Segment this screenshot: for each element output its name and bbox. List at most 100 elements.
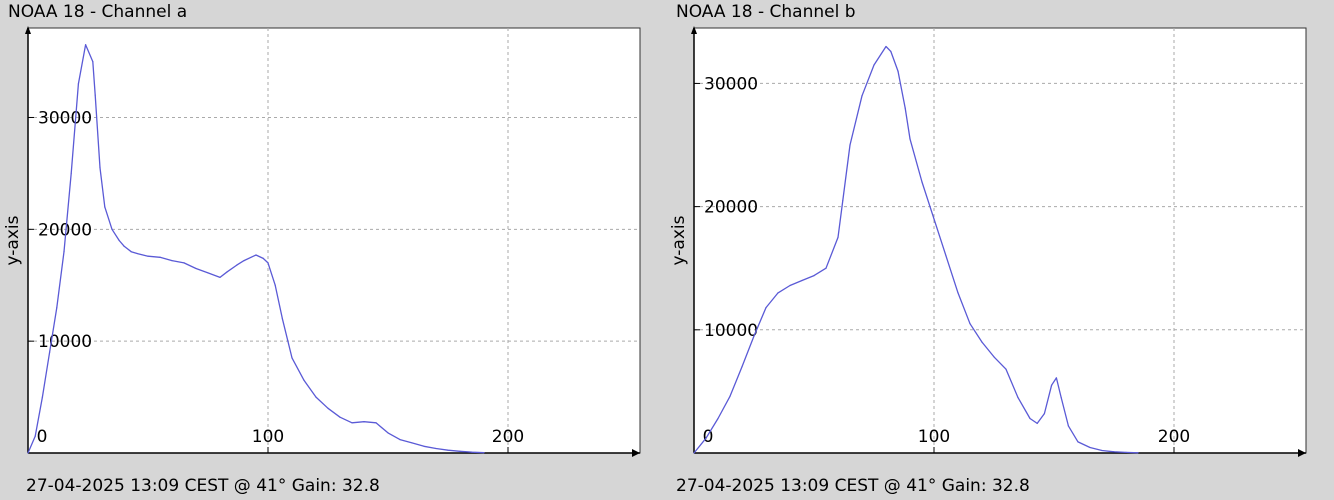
chart-a-x-axis-arrow: [632, 449, 640, 457]
chart-a-data-point: [471, 451, 473, 453]
chart-b-data-point: [729, 395, 731, 397]
chart-a-data-point: [56, 307, 58, 309]
chart-a-data-point: [291, 357, 293, 359]
chart-a-data-point: [423, 445, 425, 447]
chart-a-data-point: [303, 379, 305, 381]
chart-b-data-point: [1089, 446, 1091, 449]
chart-b-data-point: [1051, 384, 1053, 386]
chart-b-data-point: [1077, 441, 1079, 443]
chart-b-data-point: [904, 107, 906, 109]
chart-b-data-point: [981, 341, 983, 343]
chart-b-data-point: [717, 417, 719, 420]
chart-a-data-point: [281, 318, 283, 320]
chart-a-footer: 27-04-2025 13:09 CEST @ 41° Gain: 32.8: [26, 476, 380, 496]
chart-b-data-point: [885, 45, 887, 48]
chart-b-data-point: [837, 236, 839, 239]
chart-a-data-point: [339, 416, 341, 418]
chart-b-title: NOAA 18 - Channel b: [676, 2, 856, 22]
chart-b-data-point: [765, 307, 767, 309]
chart-a-x-tick-label: 0: [37, 427, 48, 447]
chart-a-data-point: [159, 256, 161, 258]
chart-a-x-tick-label: 100: [252, 427, 284, 447]
chart-a-data-point: [41, 396, 44, 398]
chart-a-data-point: [447, 449, 449, 451]
chart-b-data-point: [897, 70, 899, 72]
chart-a-title: NOAA 18 - Channel a: [8, 2, 188, 22]
chart-a-data-point: [226, 271, 228, 273]
chart-a-plot-area: [27, 27, 641, 454]
chart-a-series-line: [27, 44, 485, 454]
chart-b-data-point: [705, 437, 707, 439]
chart-a-data-point: [171, 260, 173, 262]
chart-b-data-point: [1101, 449, 1103, 452]
chart-a-data-point: [195, 267, 197, 270]
chart-a-data-point: [94, 94, 96, 96]
chart-a-data-point: [207, 272, 209, 274]
chart-a-data-point: [70, 172, 72, 174]
chart-b-data-point: [789, 284, 791, 287]
chart-b-data-point: [1060, 396, 1062, 399]
chart-a-data-point: [77, 83, 79, 85]
chart-b-data-point: [1005, 368, 1007, 370]
chart-a-data-point: [274, 284, 276, 286]
chart-a-data-point: [236, 264, 238, 266]
chart-a-y-tick-label: 30000: [38, 108, 92, 128]
chart-b-x-axis-arrow: [1298, 449, 1306, 457]
chart-b-data-point: [801, 279, 803, 282]
chart-b-data-point: [1067, 425, 1069, 427]
chart-a-data-point: [315, 396, 317, 398]
chart-a-data-point: [147, 255, 149, 257]
chart-a-x-tick-label: 200: [492, 427, 524, 447]
chart-b-y-tick-label: 20000: [704, 198, 758, 218]
chart-b-data-point: [921, 181, 923, 183]
chart-a-data-point: [85, 44, 87, 46]
chart-b-data-point: [741, 366, 743, 368]
chart-a-data-point: [267, 262, 269, 264]
chart-a-data-point: [262, 257, 264, 259]
chart-a-data-point: [104, 206, 106, 208]
chart-b-footer: 27-04-2025 13:09 CEST @ 41° Gain: 32.8: [676, 476, 1030, 496]
chart-b-data-point: [813, 275, 815, 277]
chart-b-data-point: [849, 144, 851, 146]
chart-a-data-point: [183, 262, 185, 264]
chart-a-data-point: [459, 450, 461, 452]
chart-b-data-point: [969, 323, 971, 325]
chart-b-data-point: [842, 199, 844, 202]
chart-a-data-point: [92, 60, 94, 63]
chart-b-data-point: [753, 335, 755, 337]
chart-b-data-point: [1036, 422, 1038, 425]
chart-b-x-tick-label: 0: [703, 427, 714, 447]
chart-a-data-point: [63, 251, 65, 253]
chart-b-data-point: [909, 138, 911, 140]
chart-b-y-axis-arrow: [691, 26, 697, 34]
chart-a-data-point: [99, 167, 101, 169]
chart-a-data-point: [399, 438, 401, 441]
chart-b-x-tick-label: 100: [918, 427, 950, 447]
chart-a-data-point: [137, 253, 139, 255]
chart-b-data-point: [1017, 396, 1019, 399]
chart-b-data-point: [1125, 451, 1127, 453]
chart-b-data-point: [873, 64, 875, 66]
chart-a-data-point: [111, 228, 113, 230]
chart-a-data-point: [27, 452, 29, 454]
chart-b-y-tick-label: 10000: [704, 321, 758, 341]
chart-a-data-point: [435, 447, 437, 450]
chart-b-data-point: [933, 218, 935, 220]
chart-b-data-point: [890, 50, 892, 53]
chart-a-data-point: [123, 245, 125, 247]
chart-b-data-point: [861, 95, 863, 97]
chart-a-data-point: [34, 435, 36, 437]
chart-a-data-point: [130, 251, 132, 253]
chart-a-data-point: [255, 254, 257, 256]
chart-b-y-axis-label: y-axis: [669, 215, 689, 265]
chart-b-plot-area: [693, 27, 1307, 454]
chart-a-data-point: [219, 276, 221, 279]
chart-b-data-point: [693, 452, 695, 454]
chart-a-data-point: [375, 422, 377, 424]
chart-a-data-point: [387, 432, 389, 434]
chart-b-data-point: [825, 267, 827, 269]
chart-b-data-point: [1043, 412, 1045, 415]
chart-a-data-point: [411, 442, 413, 444]
